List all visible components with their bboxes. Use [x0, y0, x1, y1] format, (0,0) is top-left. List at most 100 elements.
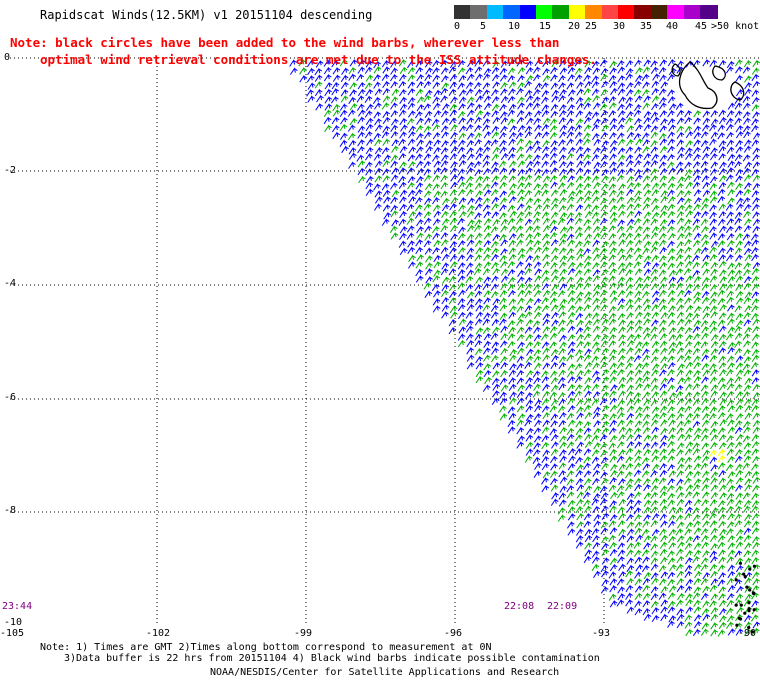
wind-barb — [692, 513, 701, 522]
wind-barb — [617, 138, 626, 146]
wind-barb — [700, 246, 709, 255]
wind-barb — [683, 376, 692, 384]
wind-barb — [575, 528, 584, 536]
wind-barb — [591, 498, 600, 506]
wind-barb — [474, 132, 483, 140]
wind-barb — [416, 103, 425, 112]
wind-barb — [658, 283, 667, 291]
wind-barb — [625, 81, 634, 90]
wind-barb — [399, 117, 408, 126]
wind-barb — [727, 102, 736, 110]
wind-barb — [718, 247, 726, 255]
wind-barb — [692, 391, 701, 399]
wind-barb — [499, 405, 507, 413]
wind-barb — [541, 123, 550, 132]
wind-barb — [466, 339, 475, 348]
wind-barb — [465, 181, 474, 190]
wind-barb — [474, 211, 482, 220]
wind-barb — [482, 59, 491, 67]
wind-barb — [719, 528, 727, 536]
wind-barb — [684, 197, 692, 206]
wind-barb — [398, 181, 407, 189]
wind-barb — [557, 217, 566, 225]
wind-barb — [567, 505, 576, 514]
wind-barb — [609, 348, 617, 357]
wind-barb — [684, 614, 693, 622]
wind-barb — [751, 73, 760, 82]
wind-barb — [517, 195, 525, 204]
wind-barb — [718, 109, 727, 117]
wind-barb — [608, 339, 617, 348]
wind-barb — [742, 434, 751, 443]
wind-barb — [516, 137, 525, 146]
wind-barb — [735, 557, 744, 565]
wind-barb — [499, 110, 508, 119]
wind-barb — [651, 311, 660, 319]
wind-barb — [583, 247, 591, 256]
wind-barb — [717, 195, 726, 204]
wind-barb — [441, 296, 450, 305]
legend-swatch — [486, 5, 505, 19]
wind-barb — [542, 347, 550, 355]
wind-barb — [633, 427, 642, 435]
wind-barb — [558, 109, 567, 118]
wind-barb — [658, 161, 667, 169]
wind-barb — [541, 160, 549, 168]
wind-barb — [743, 296, 752, 305]
wind-barb — [685, 441, 694, 449]
wind-barb — [651, 204, 660, 213]
wind-barb — [457, 339, 466, 348]
wind-barb — [641, 88, 650, 97]
wind-barb — [668, 167, 676, 175]
wind-barb — [524, 80, 532, 89]
wind-barb — [450, 311, 458, 319]
wind-barb — [584, 411, 593, 420]
wind-barb — [542, 318, 550, 326]
wind-barb — [432, 298, 441, 306]
wind-barb — [440, 231, 449, 240]
wind-barb — [398, 58, 407, 67]
wind-barb — [608, 333, 617, 342]
wind-barb — [440, 95, 448, 103]
wind-barb — [726, 60, 735, 69]
wind-barb — [458, 96, 467, 104]
wind-barb — [566, 491, 575, 499]
wind-barb — [399, 66, 408, 75]
wind-barb — [583, 469, 592, 478]
wind-barb — [751, 584, 760, 593]
wind-barb — [593, 520, 601, 528]
wind-barb — [608, 275, 616, 283]
wind-barb — [660, 606, 668, 614]
wind-barb — [651, 368, 659, 377]
wind-barb — [726, 527, 734, 536]
wind-barb — [675, 390, 684, 399]
wind-barb — [751, 549, 759, 557]
wind-barb — [751, 376, 760, 385]
wind-barb — [390, 67, 398, 75]
wind-barb — [752, 325, 760, 334]
wind-barb — [465, 311, 474, 319]
wind-barb — [752, 174, 760, 182]
wind-barb — [583, 332, 592, 341]
wind-barb — [524, 289, 533, 298]
wind-barb — [542, 470, 551, 479]
wind-barb — [635, 66, 643, 75]
wind-barb — [591, 398, 600, 406]
wind-barb — [694, 570, 702, 579]
wind-barb — [440, 87, 449, 96]
wind-barb — [660, 419, 668, 427]
wind-barb — [431, 225, 440, 234]
wind-barb — [431, 118, 440, 126]
legend-swatch — [634, 5, 653, 19]
wind-barb — [289, 59, 297, 67]
wind-barb — [576, 102, 585, 110]
wind-barb — [584, 66, 592, 75]
wind-barb — [694, 247, 702, 255]
wind-barb — [558, 138, 566, 147]
wind-barb — [643, 59, 652, 67]
wind-barb — [684, 348, 693, 357]
wind-barb — [516, 96, 525, 104]
wind-barb — [676, 217, 685, 225]
wind-barb — [676, 109, 685, 117]
wind-barb — [390, 204, 398, 213]
